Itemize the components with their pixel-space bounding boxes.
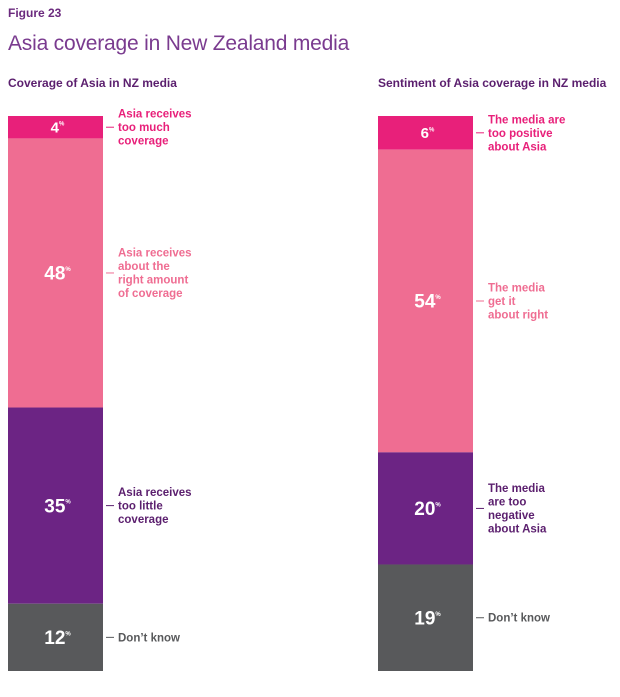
sentiment-chart: Sentiment of Asia coverage in NZ media 6… xyxy=(378,0,620,697)
segment-3-value-label: 12% xyxy=(44,628,71,649)
segment-0-bar xyxy=(378,116,473,150)
figure-label: Figure 23 xyxy=(8,6,62,20)
figure-title: Asia coverage in New Zealand media xyxy=(8,32,350,55)
segment-3-category-label: Don’t know xyxy=(118,632,180,644)
coverage-chart-title: Coverage of Asia in NZ media xyxy=(8,76,177,90)
sentiment-chart-title: Sentiment of Asia coverage in NZ media xyxy=(378,76,607,90)
coverage-chart: Coverage of Asia in NZ media 4% Asia rece… xyxy=(8,0,338,697)
sentiment-stacked-bar: 6% The media are too positive about Asia 54%… xyxy=(378,114,565,671)
segment-0-category-label: Asia receives too much coverage xyxy=(118,109,192,148)
segment-3-bar xyxy=(378,564,473,671)
segment-2-category-label: The media are too negative about Asia xyxy=(488,483,547,536)
segment-1-category-label: Asia receives about the right amount of cov… xyxy=(118,248,192,301)
segment-1-value-label: 54% xyxy=(414,292,441,313)
coverage-stacked-bar: 4% Asia receives too much coverage 48% Asia r… xyxy=(8,109,192,671)
segment-2-value-label: 20% xyxy=(414,499,441,520)
segment-1-bar xyxy=(8,138,103,408)
segment-3-value-label: 19% xyxy=(414,608,441,629)
segment-2-bar xyxy=(8,407,103,604)
segment-0-value-label: 6% xyxy=(421,125,435,142)
segment-0-bar xyxy=(8,116,103,139)
segment-1-value-label: 48% xyxy=(44,264,71,285)
segment-0-value-label: 4% xyxy=(51,119,65,136)
segment-3-category-label: Don’t know xyxy=(488,613,550,625)
segment-2-bar xyxy=(378,452,473,565)
segment-1-category-label: The media get it about right xyxy=(488,283,548,322)
segment-3-bar xyxy=(8,603,103,671)
segment-0-category-label: The media are too positive about Asia xyxy=(488,114,565,153)
segment-1-bar xyxy=(378,149,473,453)
segment-2-category-label: Asia receives too little coverage xyxy=(118,487,192,526)
segment-2-value-label: 35% xyxy=(44,496,71,517)
